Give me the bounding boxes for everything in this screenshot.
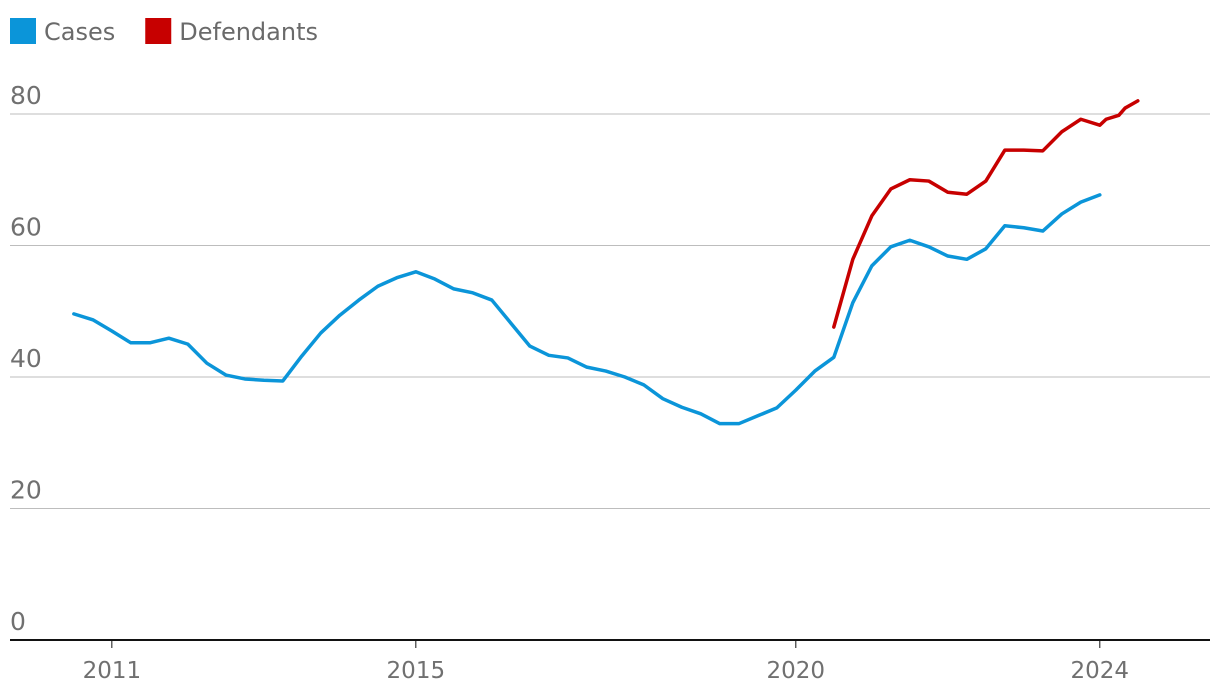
legend-swatch xyxy=(145,18,172,44)
legend-swatch xyxy=(10,18,36,44)
y-tick-label: 40 xyxy=(10,344,42,373)
series-line xyxy=(72,193,1102,426)
y-tick-label: 20 xyxy=(10,476,42,505)
x-tick-label: 2020 xyxy=(767,658,826,684)
y-tick-label: 60 xyxy=(10,213,42,242)
legend-label: Cases xyxy=(44,18,115,46)
legend-label: Defendants xyxy=(179,18,318,46)
y-tick-label: 0 xyxy=(10,607,26,636)
series-line xyxy=(832,99,1140,329)
x-tick-label: 2024 xyxy=(1071,658,1130,684)
x-tick-label: 2015 xyxy=(387,658,446,684)
x-tick-label: 2011 xyxy=(83,658,142,684)
y-tick-label: 80 xyxy=(10,81,42,110)
